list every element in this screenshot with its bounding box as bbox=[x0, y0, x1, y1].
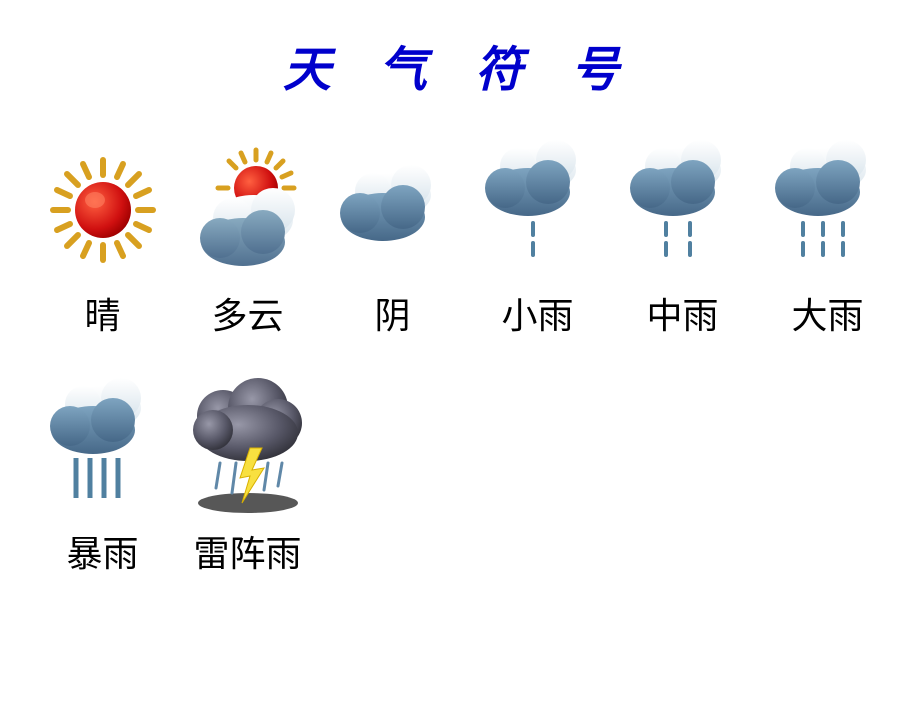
sun-icon bbox=[33, 130, 173, 290]
light-rain-icon bbox=[468, 130, 608, 290]
symbol-label: 暴雨 bbox=[66, 533, 138, 576]
symbol-label: 多云 bbox=[211, 295, 283, 338]
weather-symbol-grid: 晴 bbox=[0, 130, 920, 606]
moderate-rain-icon bbox=[613, 130, 753, 290]
symbol-label: 雷阵雨 bbox=[193, 533, 301, 576]
symbol-partly-cloudy: 多云 bbox=[175, 130, 320, 338]
symbol-storm-rain: 暴雨 bbox=[30, 368, 175, 576]
symbol-label: 晴 bbox=[84, 295, 120, 338]
symbol-heavy-rain: 大雨 bbox=[755, 130, 900, 338]
symbol-thunderstorm: 雷阵雨 bbox=[175, 368, 320, 576]
page-title: 天 气 符 号 bbox=[0, 30, 920, 100]
symbol-overcast: 阴 bbox=[320, 130, 465, 338]
symbol-light-rain: 小雨 bbox=[465, 130, 610, 338]
symbol-label: 中雨 bbox=[646, 295, 718, 338]
heavy-rain-icon bbox=[758, 130, 898, 290]
symbol-moderate-rain: 中雨 bbox=[610, 130, 755, 338]
symbol-sunny: 晴 bbox=[30, 130, 175, 338]
symbol-label: 大雨 bbox=[791, 295, 863, 338]
symbol-label: 小雨 bbox=[501, 295, 573, 338]
storm-rain-icon bbox=[33, 368, 173, 528]
cloud-icon bbox=[323, 130, 463, 290]
symbol-label: 阴 bbox=[374, 295, 410, 338]
sun-cloud-icon bbox=[178, 130, 318, 290]
thunderstorm-icon bbox=[178, 368, 318, 528]
